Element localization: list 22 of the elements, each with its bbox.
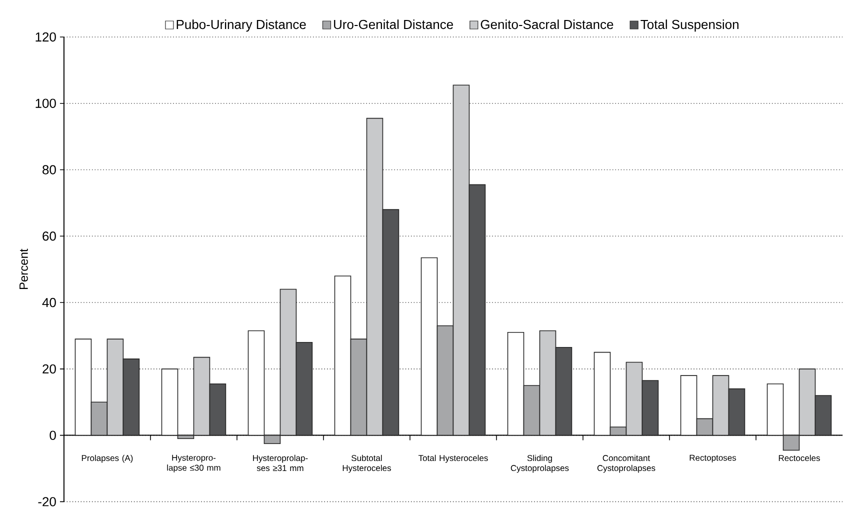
y-axis-title: Percent (20, 248, 28, 290)
y-tick-label: 20 (42, 364, 56, 374)
x-tick-label: Rectoptoses (690, 455, 736, 463)
y-tick-label: 0 (50, 430, 56, 440)
legend-label: Uro-Genital Distance (334, 20, 453, 30)
y-tick-label: 60 (42, 232, 56, 241)
legend-label: Pubo-Urinary Distance (176, 20, 306, 32)
y-tick-label: 40 (42, 298, 56, 308)
y-tick-label: -20 (38, 497, 56, 506)
x-tick-label: Total Hysteroceles (418, 455, 488, 463)
x-tick-label: Subtotal Hysteroceles (342, 455, 391, 473)
x-tick-label: Sliding Cystoprolapses (510, 455, 569, 473)
legend-label: Genito-Sacral Distance (480, 20, 614, 30)
x-tick-label: Concomitant Cystoprolapses (597, 455, 656, 473)
x-tick-label: Rectoceles (778, 455, 820, 462)
legend-label: Total Suspension (640, 20, 738, 32)
x-tick-label: Hysteroprolap- ses ≥31 mm (253, 455, 308, 472)
y-tick-label: 120 (36, 32, 56, 42)
x-tick-label: Prolapses (A) (82, 455, 133, 463)
x-tick-label: Hysteropro- lapse ≤30 mm (167, 455, 220, 473)
y-tick-label: 100 (36, 98, 56, 108)
y-tick-label: 80 (42, 165, 56, 175)
